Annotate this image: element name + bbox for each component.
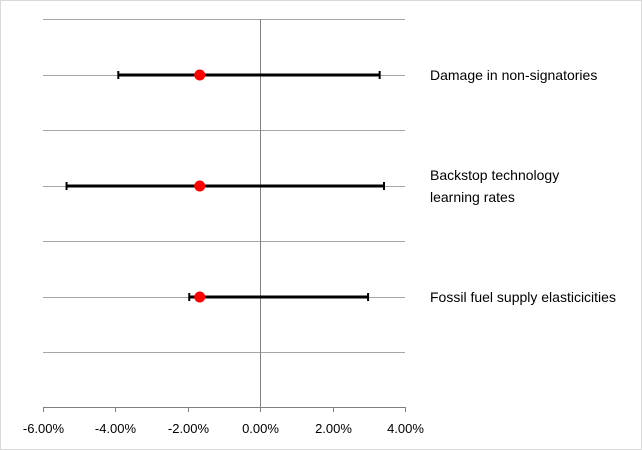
x-tick-label: 2.00%	[315, 421, 352, 436]
x-tick-label: 4.00%	[387, 421, 424, 436]
data-point	[194, 69, 206, 81]
category-label: Backstop technology	[430, 167, 559, 183]
x-tick-label: -6.00%	[23, 421, 65, 436]
x-tick-label: 0.00%	[242, 421, 279, 436]
data-point	[194, 180, 206, 192]
category-label: Damage in non-signatories	[430, 67, 597, 83]
x-tick-label: -4.00%	[95, 421, 137, 436]
x-tick-label: -2.00%	[168, 421, 210, 436]
category-label: learning rates	[430, 189, 515, 205]
data-point	[194, 291, 206, 303]
category-label: Fossil fuel supply elasticicities	[430, 289, 616, 305]
